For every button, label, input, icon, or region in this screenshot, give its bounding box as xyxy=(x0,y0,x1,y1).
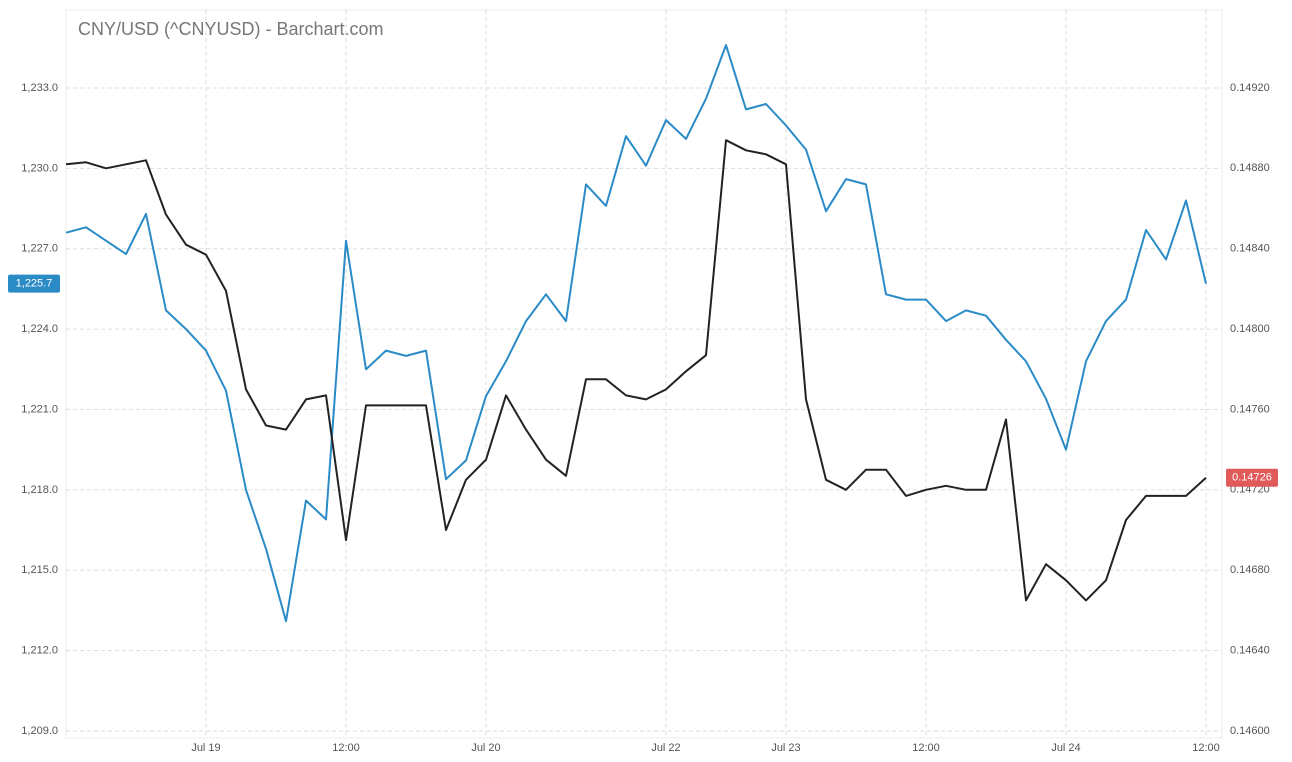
y-tick-label: 1,218.0 xyxy=(21,484,58,496)
line-series xyxy=(65,139,1207,602)
x-tick-label: Jul 24 xyxy=(1051,742,1080,754)
x-tick-label: Jul 23 xyxy=(771,742,800,754)
y2-tick-label: 0.14840 xyxy=(1230,243,1270,255)
y2-tick-label: 0.14640 xyxy=(1230,644,1270,656)
y-tick-label: 1,233.0 xyxy=(21,82,58,94)
y-tick-label: 1,215.0 xyxy=(21,564,58,576)
y2-tick-label: 0.14880 xyxy=(1230,162,1270,174)
last-value-tag xyxy=(8,274,60,293)
x-tick-label: 12:00 xyxy=(332,742,360,754)
x-tick-label: Jul 19 xyxy=(191,742,220,754)
y2-tick-label: 0.14760 xyxy=(1230,403,1270,415)
x-tick-label: Jul 20 xyxy=(471,742,500,754)
x-tick-label: Jul 22 xyxy=(651,742,680,754)
y2-tick-label: 0.14600 xyxy=(1230,725,1270,737)
last-value-label: 0.14726 xyxy=(1232,472,1272,484)
y-tick-label: 1,212.0 xyxy=(21,645,58,657)
y-tick-label: 1,227.0 xyxy=(21,243,58,255)
plot-area xyxy=(65,9,1223,739)
x-tick-label: 12:00 xyxy=(1192,742,1220,754)
y2-tick-label: 0.14800 xyxy=(1230,323,1270,335)
last-value-tag xyxy=(1226,468,1278,487)
y-tick-label: 1,230.0 xyxy=(21,162,58,174)
last-value-label: 1,225.7 xyxy=(16,277,53,289)
y-tick-label: 1,209.0 xyxy=(21,725,58,737)
y-tick-label: 1,224.0 xyxy=(21,323,58,335)
x-tick-label: 12:00 xyxy=(912,742,940,754)
chart-title: CNY/USD (^CNYUSD) - Barchart.com xyxy=(78,19,383,39)
y2-tick-label: 0.14680 xyxy=(1230,564,1270,576)
y-tick-label: 1,221.0 xyxy=(21,403,58,415)
y2-tick-label: 0.14920 xyxy=(1230,82,1270,94)
line-series xyxy=(65,44,1207,623)
